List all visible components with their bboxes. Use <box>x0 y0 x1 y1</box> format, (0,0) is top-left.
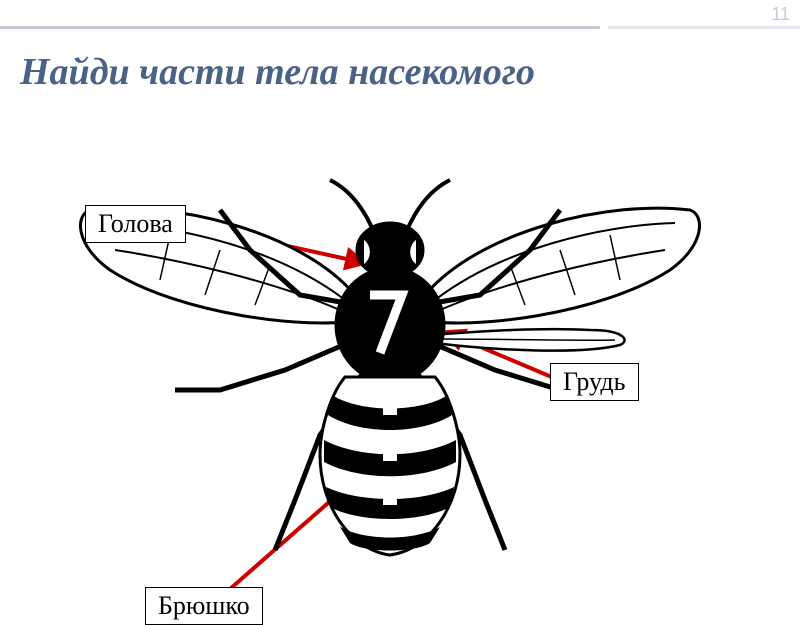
insect-svg <box>20 95 780 590</box>
accent-bar-right <box>608 26 800 29</box>
label-abdomen: Брюшко <box>145 587 263 625</box>
accent-bar-left <box>0 26 600 29</box>
label-head: Голова <box>85 205 186 243</box>
insect-diagram: Голова Грудь Брюшко <box>20 95 780 590</box>
page-number: 11 <box>771 4 790 25</box>
label-thorax: Грудь <box>550 363 639 401</box>
page-title: Найди части тела насекомого <box>20 50 535 94</box>
